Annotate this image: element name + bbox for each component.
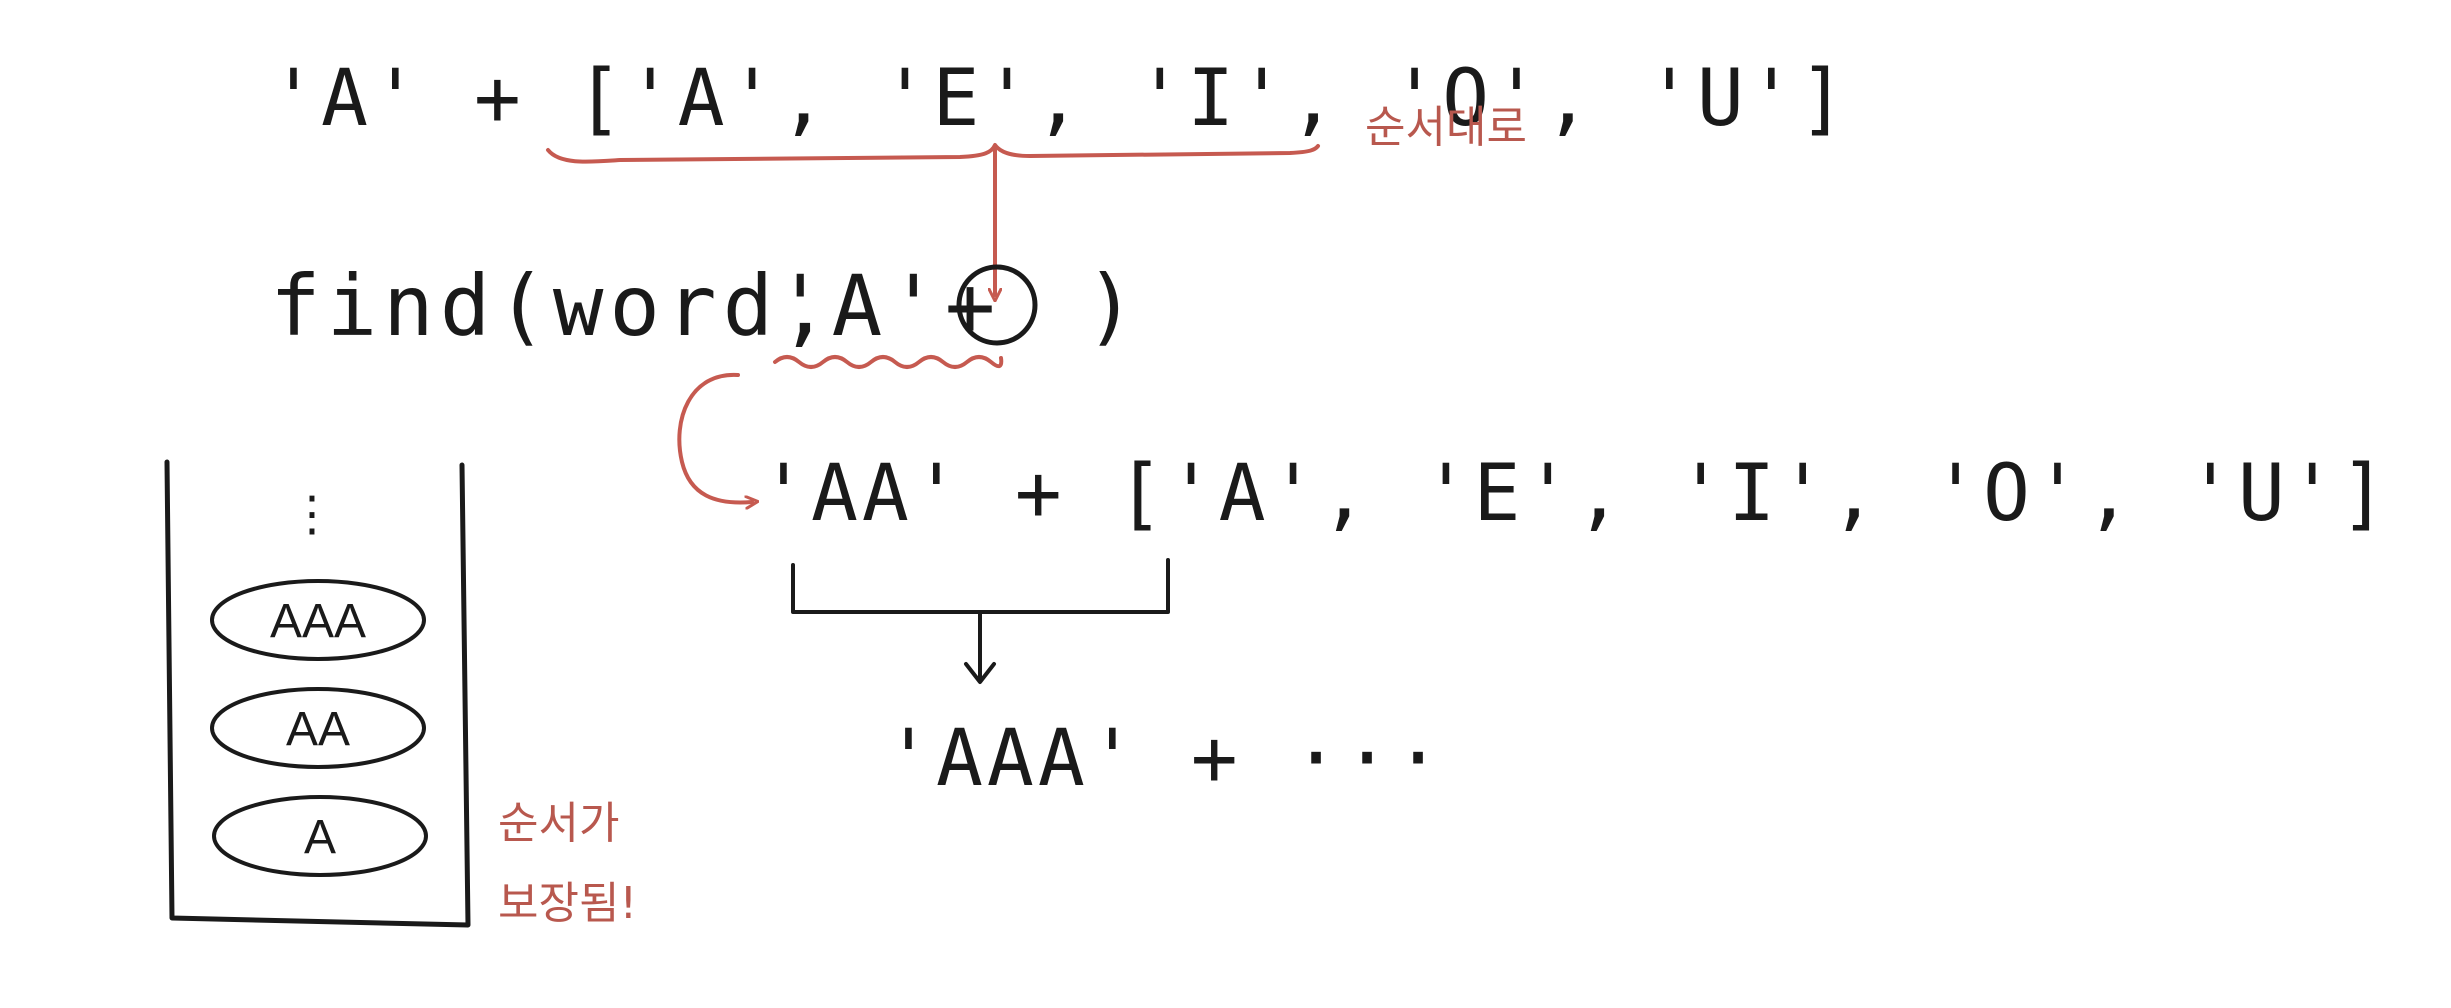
line2-suffix: ) [1085, 257, 1142, 355]
line2-term: 'A'+ [775, 257, 1001, 355]
list-underline-brace [546, 143, 1320, 164]
bracket-arrow [964, 612, 996, 684]
stack-item-a [212, 795, 428, 877]
stack-note-line2: 보장됨! [498, 878, 637, 929]
selection-bracket [791, 558, 1170, 614]
term-wavy-underline [773, 355, 1004, 369]
line4-code: 'AAA' + ··· [885, 714, 1446, 804]
line1-note-in-order: 순서대로 [1365, 102, 1527, 153]
stack-item-aaa [210, 579, 426, 661]
stack-container [164, 459, 471, 928]
stack-item-aa [210, 687, 426, 769]
stack-ellipsis: ⋮ [288, 488, 336, 541]
stack-note-line1: 순서가 [498, 798, 619, 849]
line2-prefix: find(word, [270, 257, 836, 355]
stack-item-aaa-label: AAA [270, 595, 366, 648]
stack-item-aa-label: AA [286, 703, 350, 756]
stack-item-a-label: A [304, 811, 336, 864]
line3-code: 'AA' + ['A', 'E', 'I', 'O', 'U'] [760, 449, 2391, 539]
placeholder-circle [956, 264, 1038, 346]
line1-code: 'A' + ['A', 'E', 'I', 'O', 'U'] [270, 54, 1850, 144]
recursion-arrow [677, 372, 752, 503]
